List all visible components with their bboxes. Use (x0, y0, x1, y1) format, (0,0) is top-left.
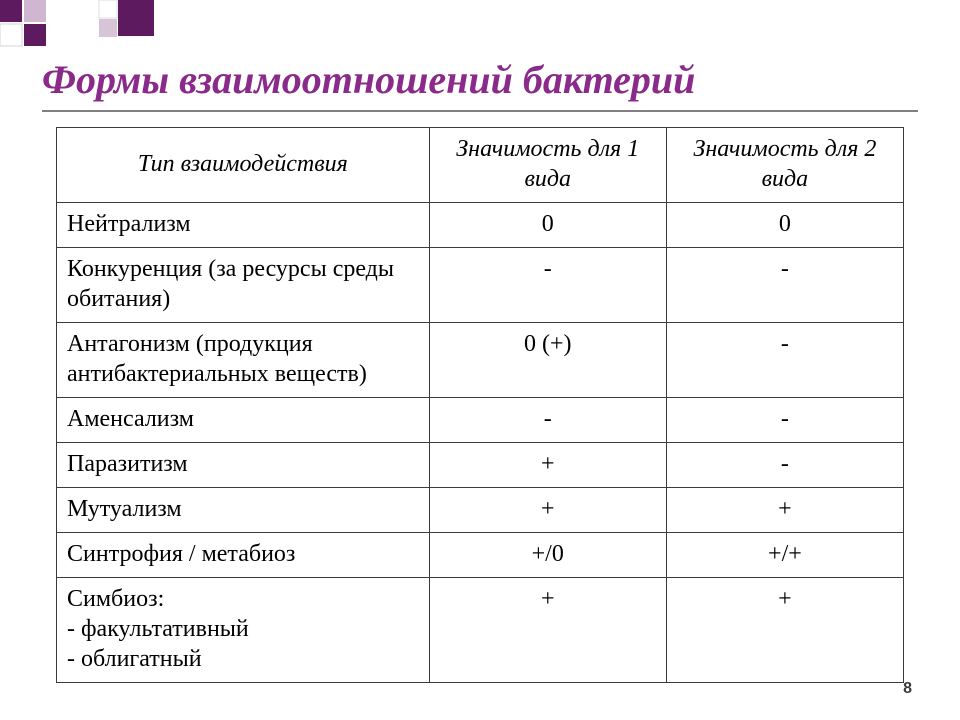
cell-species2: + (666, 578, 903, 683)
cell-species1: 0 (+) (429, 323, 666, 398)
interactions-table-container: Тип взаимодействия Значимость для 1 вида… (56, 127, 904, 683)
table-row: Синтрофия / метабиоз+/0+/+ (57, 533, 904, 578)
table-row: Мутуализм++ (57, 488, 904, 533)
table-row: Нейтрализм00 (57, 203, 904, 248)
cell-species1: - (429, 248, 666, 323)
cell-species1: +/0 (429, 533, 666, 578)
table-row: Аменсализм-- (57, 398, 904, 443)
slide-title: Формы взаимоотношений бактерий (42, 56, 695, 103)
cell-type: Мутуализм (57, 488, 430, 533)
cell-type: Синтрофия / метабиоз (57, 533, 430, 578)
cell-species2: +/+ (666, 533, 903, 578)
col-header-type: Тип взаимодействия (57, 128, 430, 203)
corner-decoration (0, 0, 960, 50)
cell-species1: - (429, 398, 666, 443)
table-row: Конкуренция (за ресурсы среды обитания)-… (57, 248, 904, 323)
cell-species2: - (666, 323, 903, 398)
table-header-row: Тип взаимодействия Значимость для 1 вида… (57, 128, 904, 203)
table-body: Нейтрализм00Конкуренция (за ресурсы сред… (57, 203, 904, 683)
cell-species2: - (666, 398, 903, 443)
cell-species2: - (666, 443, 903, 488)
cell-type: Паразитизм (57, 443, 430, 488)
cell-species2: + (666, 488, 903, 533)
table-head: Тип взаимодействия Значимость для 1 вида… (57, 128, 904, 203)
interactions-table: Тип взаимодействия Значимость для 1 вида… (56, 127, 904, 683)
cell-type: Аменсализм (57, 398, 430, 443)
col-header-sp1: Значимость для 1 вида (429, 128, 666, 203)
page-number: 8 (903, 680, 912, 698)
cell-species2: - (666, 248, 903, 323)
slide: Формы взаимоотношений бактерий Тип взаим… (0, 0, 960, 720)
cell-type: Нейтрализм (57, 203, 430, 248)
cell-type: Антагонизм (продукция антибактериальных … (57, 323, 430, 398)
table-row: Паразитизм+- (57, 443, 904, 488)
cell-species1: 0 (429, 203, 666, 248)
cell-species2: 0 (666, 203, 903, 248)
cell-type: Конкуренция (за ресурсы среды обитания) (57, 248, 430, 323)
cell-species1: + (429, 443, 666, 488)
cell-species1: + (429, 578, 666, 683)
cell-type: Симбиоз:- факультативный- облигатный (57, 578, 430, 683)
title-underline (42, 110, 918, 112)
table-row: Симбиоз:- факультативный- облигатный++ (57, 578, 904, 683)
col-header-sp2: Значимость для 2 вида (666, 128, 903, 203)
table-row: Антагонизм (продукция антибактериальных … (57, 323, 904, 398)
cell-species1: + (429, 488, 666, 533)
